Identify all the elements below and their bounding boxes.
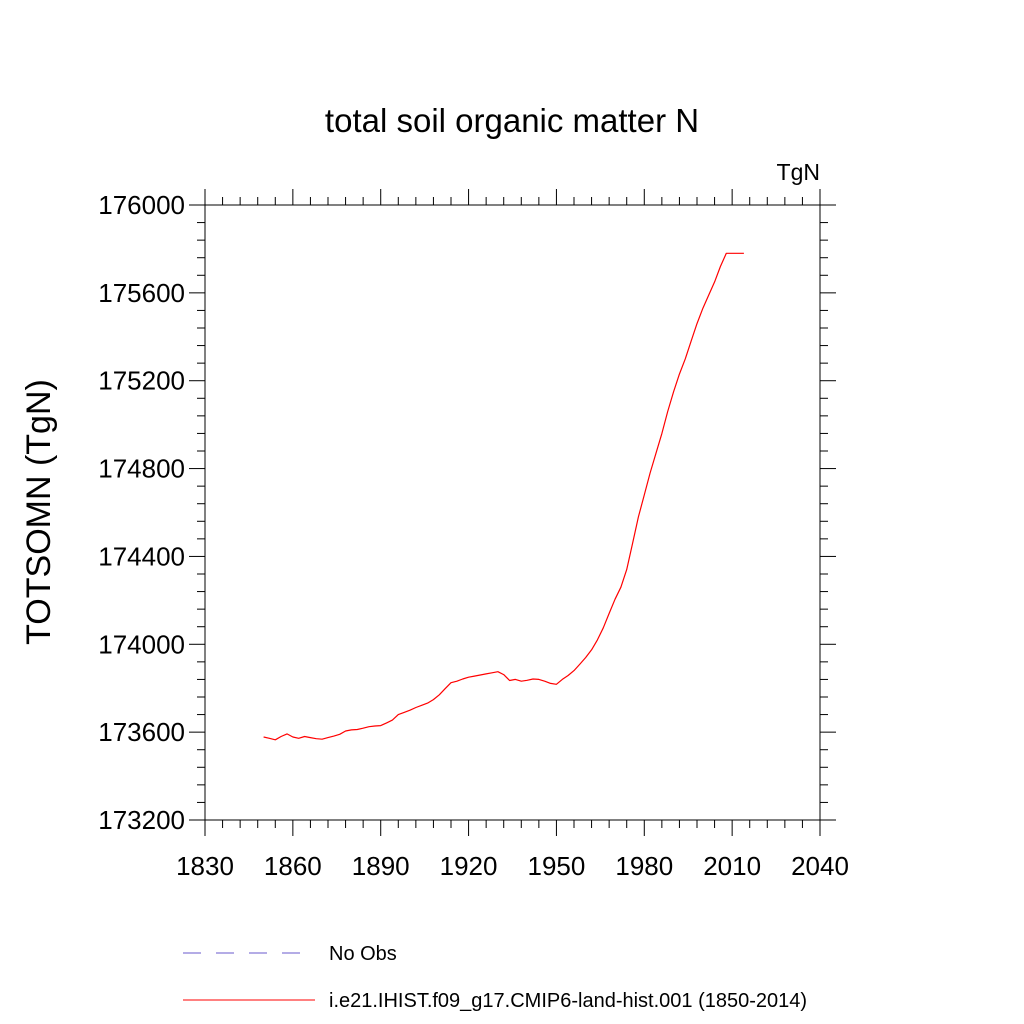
- units-label: TgN: [777, 159, 820, 185]
- x-tick-label: 2010: [703, 851, 761, 881]
- x-tick-label: 1830: [176, 851, 234, 881]
- y-tick-label: 174000: [98, 629, 185, 659]
- y-axis-ticks: 173200 173600 174000 174400 174800 175200 1756…: [98, 190, 836, 835]
- y-tick-label: 173200: [98, 805, 185, 835]
- x-tick-label: 2040: [791, 851, 849, 881]
- x-tick-label: 1860: [264, 851, 322, 881]
- y-tick-label: 175200: [98, 366, 185, 396]
- x-tick-label: 1890: [352, 851, 410, 881]
- series-layer: [263, 252, 744, 741]
- y-tick-label: 174400: [98, 541, 185, 571]
- chart-title: total soil organic matter N: [325, 102, 699, 139]
- x-tick-label: 1980: [615, 851, 673, 881]
- y-tick-label: 175600: [98, 278, 185, 308]
- x-tick-label: 1920: [440, 851, 498, 881]
- legend-label-model: i.e21.IHIST.f09_g17.CMIP6-land-hist.001 …: [329, 990, 807, 1012]
- y-axis-label: TOTSOMN (TgN): [20, 379, 58, 645]
- y-tick-label: 174800: [98, 454, 185, 484]
- x-axis-ticks: 1830 1860 1890 1920 1950 1980 2010 2040: [176, 189, 849, 881]
- plot-frame: [204, 204, 821, 821]
- y-tick-label: 173600: [98, 717, 185, 747]
- legend-label-no-obs: No Obs: [329, 943, 397, 965]
- series-line-1: [263, 252, 744, 741]
- y-tick-label: 176000: [98, 190, 185, 220]
- x-tick-label: 1950: [528, 851, 586, 881]
- legend: No Obs i.e21.IHIST.f09_g17.CMIP6-land-hi…: [183, 943, 807, 1012]
